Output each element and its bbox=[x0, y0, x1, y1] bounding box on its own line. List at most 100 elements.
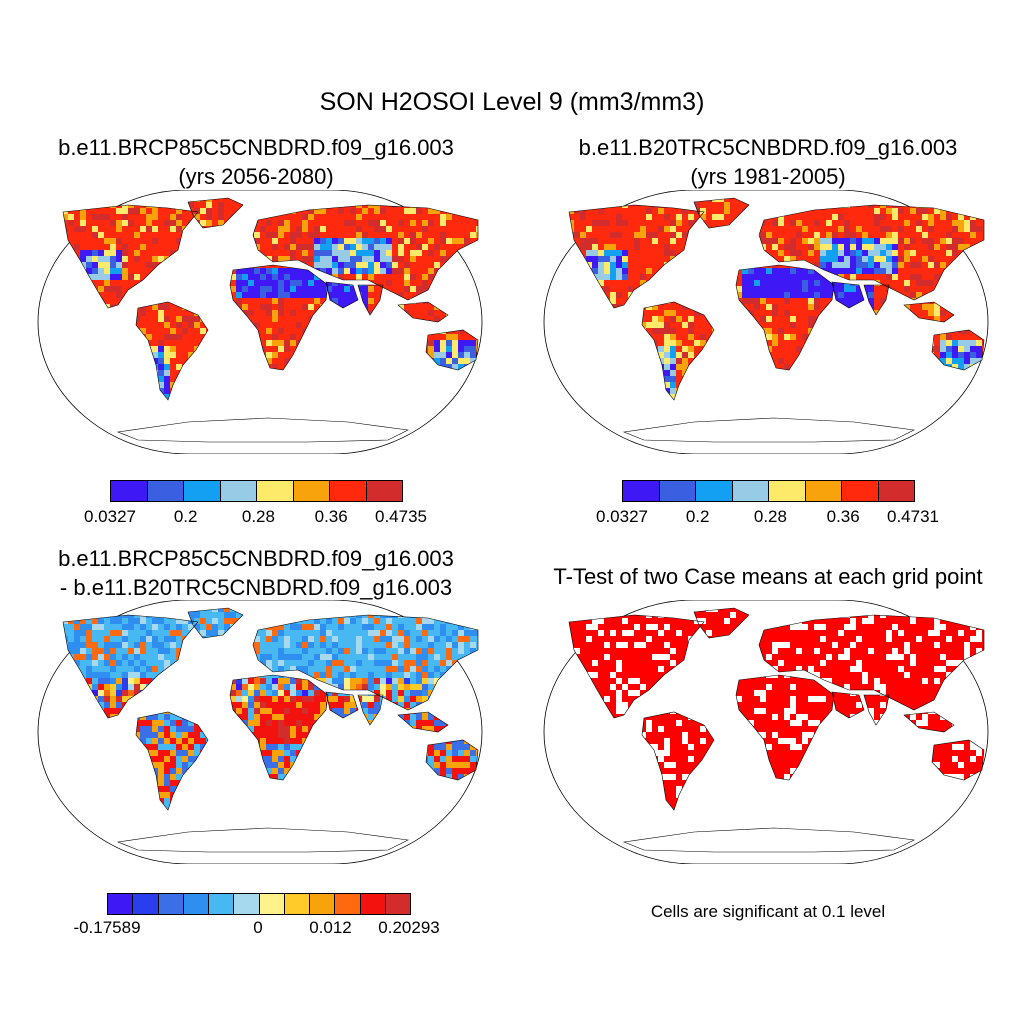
colorbar-swatch bbox=[769, 481, 806, 501]
coastline-greenland bbox=[693, 607, 750, 639]
coastline-southAmerica bbox=[135, 711, 209, 811]
colorbar-tick-label: 0.2 bbox=[173, 507, 198, 526]
coastline-europeAsia bbox=[252, 204, 479, 301]
colorbar-swatch bbox=[360, 894, 386, 914]
colorbar-swatch bbox=[732, 481, 769, 501]
colorbar-swatch bbox=[234, 894, 260, 914]
coastline-antarctica bbox=[622, 417, 916, 443]
colorbar-swatch bbox=[366, 481, 402, 501]
coastline-southAmerica bbox=[641, 711, 715, 811]
panel-4-title: T-Test of two Case means at each grid po… bbox=[553, 564, 983, 589]
coastline-antarctica bbox=[116, 417, 410, 443]
coastline-arabia bbox=[831, 281, 865, 309]
colorbar-swatch bbox=[623, 481, 660, 501]
colorbar-swatch bbox=[284, 894, 310, 914]
panel-2-title-line2: (yrs 1981-2005) bbox=[690, 164, 846, 189]
colorbar-tick-label: 0.4735 bbox=[375, 507, 427, 526]
coastline-southAmerica bbox=[641, 301, 715, 401]
coastline-australia bbox=[425, 739, 479, 781]
colorbar-swatch bbox=[385, 894, 410, 914]
colorbar-tick-label: 0.4731 bbox=[887, 507, 939, 526]
coastline-antarctica bbox=[116, 827, 410, 853]
colorbar-swatch bbox=[209, 894, 235, 914]
coastline-africa bbox=[229, 674, 329, 781]
colorbar-swatch bbox=[133, 894, 159, 914]
coastline-arabia bbox=[325, 691, 359, 719]
figure-title: SON H2OSOI Level 9 (mm3/mm3) bbox=[319, 88, 705, 116]
colorbar-tick-label: 0.28 bbox=[753, 507, 787, 526]
colorbar-swatch bbox=[184, 481, 221, 501]
panel-2-title-line1: b.e11.B20TRC5CNBDRD.f09_g16.003 bbox=[578, 135, 958, 160]
panel-1-map bbox=[37, 190, 483, 454]
colorbar-tick-label: -0.17589 bbox=[73, 918, 141, 937]
coastline-seAsia bbox=[903, 301, 955, 323]
coastline-northAmerica bbox=[62, 204, 199, 309]
colorbar-swatch bbox=[111, 481, 148, 501]
colorbar-tick-label: 0.36 bbox=[826, 507, 860, 526]
colorbar-swatch bbox=[842, 481, 879, 501]
coastline-australia bbox=[931, 329, 985, 371]
colorbar-swatch bbox=[330, 481, 367, 501]
colorbar-tick-label: 0.28 bbox=[241, 507, 275, 526]
coastline-greenland bbox=[187, 197, 244, 229]
coastline-india bbox=[357, 284, 384, 316]
colorbar-swatch bbox=[310, 894, 336, 914]
coastline-northAmerica bbox=[568, 204, 705, 309]
coastline-seAsia bbox=[397, 711, 449, 733]
coastline-india bbox=[863, 694, 890, 726]
coastline-australia bbox=[931, 739, 985, 781]
panel-3-colorbar bbox=[107, 893, 411, 915]
data-cells bbox=[63, 198, 478, 400]
colorbar-swatch bbox=[805, 481, 842, 501]
colorbar-tick-label: 0.20293 bbox=[378, 918, 440, 937]
panel-4-map bbox=[543, 600, 989, 864]
coastline-arabia bbox=[325, 281, 359, 309]
coastline-india bbox=[863, 284, 890, 316]
panel-3-title-line1: b.e11.BRCP85C5CNBDRD.f09_g16.003 bbox=[58, 546, 454, 571]
coastline-southAmerica bbox=[135, 301, 209, 401]
colorbar-swatch bbox=[158, 894, 184, 914]
panel-3-title: b.e11.BRCP85C5CNBDRD.f09_g16.003 - b.e11… bbox=[0, 544, 512, 602]
colorbar-tick-label: 0.2 bbox=[685, 507, 710, 526]
colorbar-tick-label: 0 bbox=[253, 918, 263, 937]
colorbar-swatch bbox=[659, 481, 696, 501]
coastline-europeAsia bbox=[758, 614, 985, 711]
colorbar-swatch bbox=[183, 894, 209, 914]
panel-3-map bbox=[37, 600, 483, 864]
coastline-arabia bbox=[831, 691, 865, 719]
colorbar-swatch bbox=[335, 894, 361, 914]
coastline-seAsia bbox=[397, 301, 449, 323]
colorbar-swatch bbox=[259, 894, 285, 914]
coastline-africa bbox=[735, 674, 835, 781]
panel-1-title: b.e11.BRCP85C5CNBDRD.f09_g16.003 (yrs 20… bbox=[0, 133, 512, 191]
coastline-europeAsia bbox=[758, 204, 985, 301]
panel-2-colorbar bbox=[622, 480, 915, 502]
coastline-northAmerica bbox=[568, 614, 705, 719]
coastline-africa bbox=[229, 264, 329, 371]
colorbar-tick-label: 0.012 bbox=[309, 918, 352, 937]
coastline-northAmerica bbox=[62, 614, 199, 719]
colorbar-swatch bbox=[696, 481, 733, 501]
colorbar-tick-label: 0.0327 bbox=[596, 507, 648, 526]
coastline-greenland bbox=[693, 197, 750, 229]
significance-note: Cells are significant at 0.1 level bbox=[650, 902, 886, 921]
coastline-europeAsia bbox=[252, 614, 479, 711]
coastline-antarctica bbox=[622, 827, 916, 853]
panel-2-title: b.e11.B20TRC5CNBDRD.f09_g16.003 (yrs 198… bbox=[512, 133, 1024, 191]
colorbar-swatch bbox=[878, 481, 914, 501]
panel-1-colorbar bbox=[110, 480, 403, 502]
colorbar-swatch bbox=[220, 481, 257, 501]
panel-1-title-line1: b.e11.BRCP85C5CNBDRD.f09_g16.003 bbox=[58, 135, 454, 160]
coastline-india bbox=[357, 694, 384, 726]
colorbar-tick-label: 0.0327 bbox=[84, 507, 136, 526]
coastline-seAsia bbox=[903, 711, 955, 733]
colorbar-swatch bbox=[293, 481, 330, 501]
panel-3-title-line2: - b.e11.B20TRC5CNBDRD.f09_g16.003 bbox=[59, 575, 453, 600]
colorbar-swatch bbox=[147, 481, 184, 501]
coastline-australia bbox=[425, 329, 479, 371]
colorbar-swatch bbox=[257, 481, 294, 501]
panel-2-map bbox=[543, 190, 989, 454]
coastline-africa bbox=[735, 264, 835, 371]
coastline-greenland bbox=[187, 607, 244, 639]
colorbar-tick-label: 0.36 bbox=[314, 507, 348, 526]
